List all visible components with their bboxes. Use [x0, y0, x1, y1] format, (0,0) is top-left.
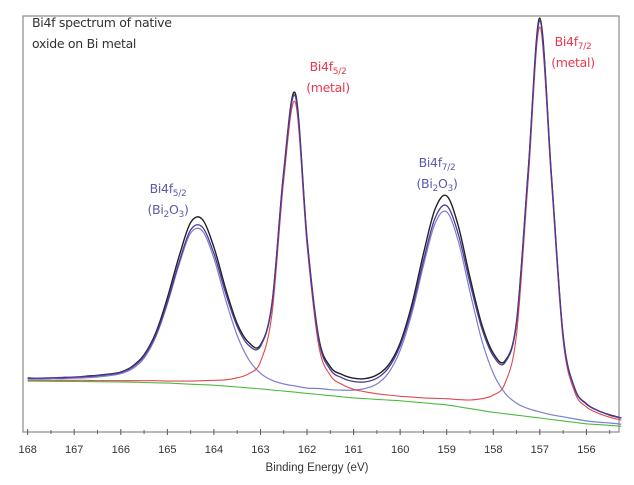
curves: [27, 17, 622, 427]
x-tick-label: 156: [577, 444, 595, 456]
x-tick-label: 159: [438, 444, 456, 456]
x-tick-label: 162: [298, 444, 316, 456]
x-tick-label: 166: [112, 444, 130, 456]
x-tick-label: 160: [391, 444, 409, 456]
label-bi4f72-oxide: Bi4f7/2 (Bi2O3): [416, 155, 458, 194]
chart-title: Bi4f spectrum of native oxide on Bi meta…: [32, 12, 172, 54]
label-bi4f72-metal: Bi4f7/2 (metal): [551, 34, 595, 70]
series-fit-line: [27, 20, 622, 419]
x-tick-label: 165: [158, 444, 176, 456]
x-axis-ticks: 168 167 166 165 164 163 162 161 160 159 158 157 156: [18, 429, 611, 456]
label-bi4f52-oxide: Bi4f5/2 (Bi2O3): [147, 181, 189, 220]
x-tick-label: 158: [484, 444, 502, 456]
x-tick-label: 161: [344, 444, 362, 456]
series-oxide-line: [27, 210, 622, 425]
x-tick-label: 163: [251, 444, 269, 456]
title-line-2: oxide on Bi metal: [32, 36, 137, 51]
x-tick-label: 168: [18, 444, 36, 456]
plot-frame: [22, 15, 620, 433]
x-axis-label: Binding Energy (eV): [265, 462, 369, 474]
x-tick-label: 164: [205, 444, 223, 456]
title-line-1: Bi4f spectrum of native: [32, 15, 172, 30]
x-tick-label: 167: [65, 444, 83, 456]
x-tick-label: 157: [531, 444, 549, 456]
label-bi4f52-metal: Bi4f5/2 (metal): [306, 59, 350, 95]
series-background-line: [27, 380, 622, 427]
